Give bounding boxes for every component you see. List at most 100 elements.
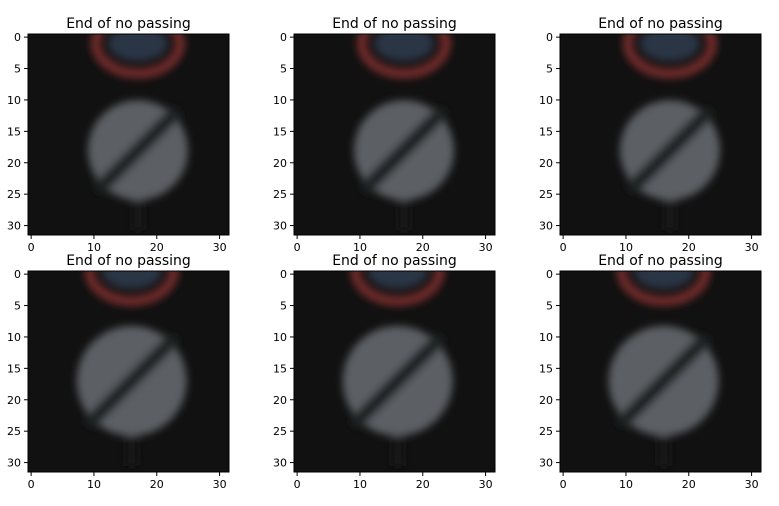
x-tick-label: 10 xyxy=(353,478,367,491)
y-tick-label: 10 xyxy=(7,94,21,107)
x-tick-label: 0 xyxy=(294,241,301,254)
y-tick-label: 0 xyxy=(280,268,287,281)
sign-image xyxy=(28,271,229,472)
y-tick-label: 25 xyxy=(7,188,21,201)
x-tick-label: 30 xyxy=(213,478,227,491)
panel-title: End of no passing xyxy=(66,16,191,32)
y-tick-label: 0 xyxy=(546,31,553,44)
x-tick-label: 20 xyxy=(150,241,164,254)
y-tick-label: 25 xyxy=(273,188,287,201)
panel-title: End of no passing xyxy=(66,253,191,269)
y-tick-label: 10 xyxy=(539,94,553,107)
x-tick-label: 20 xyxy=(416,478,430,491)
x-tick-label: 0 xyxy=(28,478,35,491)
sign-image xyxy=(560,34,761,235)
panel-title: End of no passing xyxy=(332,253,457,269)
y-tick-label: 25 xyxy=(273,425,287,438)
upper-sign-face xyxy=(101,271,162,289)
y-tick-label: 15 xyxy=(539,125,553,138)
axes-frame xyxy=(27,33,230,236)
upper-sign-ring xyxy=(622,34,717,79)
y-tick-label: 30 xyxy=(539,220,553,233)
axes-frame xyxy=(27,270,230,473)
sign-diagonal-stripe xyxy=(626,107,713,194)
x-tick-label: 30 xyxy=(745,478,759,491)
y-tick-label: 5 xyxy=(280,63,287,76)
y-tick-label: 30 xyxy=(539,457,553,470)
upper-sign-ring xyxy=(616,271,711,306)
x-tick-label: 20 xyxy=(150,478,164,491)
sign-image xyxy=(560,271,761,472)
y-tick-label: 0 xyxy=(546,268,553,281)
image-panel: End of no passing 0 10 20 30 0 5 10 15 20 25 30 xyxy=(273,253,496,491)
y-tick-label: 10 xyxy=(539,331,553,344)
sign-diagonal-stripe xyxy=(94,107,181,194)
x-tick-label: 20 xyxy=(682,241,696,254)
y-tick-label: 20 xyxy=(539,394,553,407)
x-tick-label: 10 xyxy=(87,241,101,254)
sign-image xyxy=(28,34,229,235)
y-tick-label: 5 xyxy=(14,300,21,313)
y-tick-label: 30 xyxy=(7,457,21,470)
upper-sign-face xyxy=(639,34,700,62)
panel-title: End of no passing xyxy=(598,253,723,269)
y-tick-label: 20 xyxy=(273,394,287,407)
y-tick-label: 20 xyxy=(273,157,287,170)
x-tick-label: 10 xyxy=(619,241,633,254)
y-tick-label: 15 xyxy=(7,125,21,138)
axes-frame xyxy=(559,270,762,473)
panel-title: End of no passing xyxy=(598,16,723,32)
upper-sign-ring xyxy=(356,34,451,79)
upper-sign-ring xyxy=(350,271,445,306)
image-panel: End of no passing 0 10 20 30 0 5 10 15 20 25 30 xyxy=(7,253,230,491)
image-panel: End of no passing 0 10 20 30 0 5 10 15 20 25 30 xyxy=(7,16,230,254)
upper-sign-ring xyxy=(84,271,179,306)
y-tick-label: 10 xyxy=(273,94,287,107)
y-tick-label: 15 xyxy=(539,362,553,375)
x-tick-label: 30 xyxy=(213,241,227,254)
y-tick-label: 5 xyxy=(14,63,21,76)
image-panel: End of no passing 0 10 20 30 0 5 10 15 20 25 30 xyxy=(539,16,762,254)
axes-frame xyxy=(293,33,496,236)
x-tick-label: 10 xyxy=(619,478,633,491)
x-tick-label: 0 xyxy=(560,478,567,491)
sign-diagonal-stripe xyxy=(617,334,711,428)
y-tick-label: 15 xyxy=(273,125,287,138)
y-tick-label: 5 xyxy=(546,300,553,313)
axes-frame xyxy=(559,33,762,236)
y-tick-label: 25 xyxy=(539,188,553,201)
y-tick-label: 20 xyxy=(7,394,21,407)
y-tick-label: 5 xyxy=(280,300,287,313)
y-tick-label: 30 xyxy=(273,220,287,233)
y-tick-label: 25 xyxy=(7,425,21,438)
y-tick-label: 10 xyxy=(7,331,21,344)
panel-title: End of no passing xyxy=(332,16,457,32)
image-panel: End of no passing 0 10 20 30 0 5 10 15 20 25 30 xyxy=(273,16,496,254)
y-tick-label: 20 xyxy=(7,157,21,170)
x-tick-label: 20 xyxy=(682,478,696,491)
upper-sign-ring xyxy=(90,34,185,79)
sign-diagonal-stripe xyxy=(85,334,179,428)
y-tick-label: 15 xyxy=(273,362,287,375)
y-tick-label: 5 xyxy=(546,63,553,76)
y-tick-label: 15 xyxy=(7,362,21,375)
sign-image xyxy=(294,271,495,472)
upper-sign-face xyxy=(373,34,434,62)
image-panel: End of no passing 0 10 20 30 0 5 10 15 20 25 30 xyxy=(539,253,762,491)
upper-sign-face xyxy=(367,271,428,289)
y-tick-label: 20 xyxy=(539,157,553,170)
x-tick-label: 0 xyxy=(294,478,301,491)
y-tick-label: 30 xyxy=(7,220,21,233)
x-tick-label: 30 xyxy=(745,241,759,254)
y-tick-label: 0 xyxy=(14,31,21,44)
y-tick-label: 25 xyxy=(539,425,553,438)
x-tick-label: 20 xyxy=(416,241,430,254)
y-tick-label: 0 xyxy=(280,31,287,44)
sign-diagonal-stripe xyxy=(351,334,445,428)
x-tick-label: 30 xyxy=(479,241,493,254)
x-tick-label: 10 xyxy=(353,241,367,254)
x-tick-label: 30 xyxy=(479,478,493,491)
x-tick-label: 0 xyxy=(28,241,35,254)
y-tick-label: 10 xyxy=(273,331,287,344)
